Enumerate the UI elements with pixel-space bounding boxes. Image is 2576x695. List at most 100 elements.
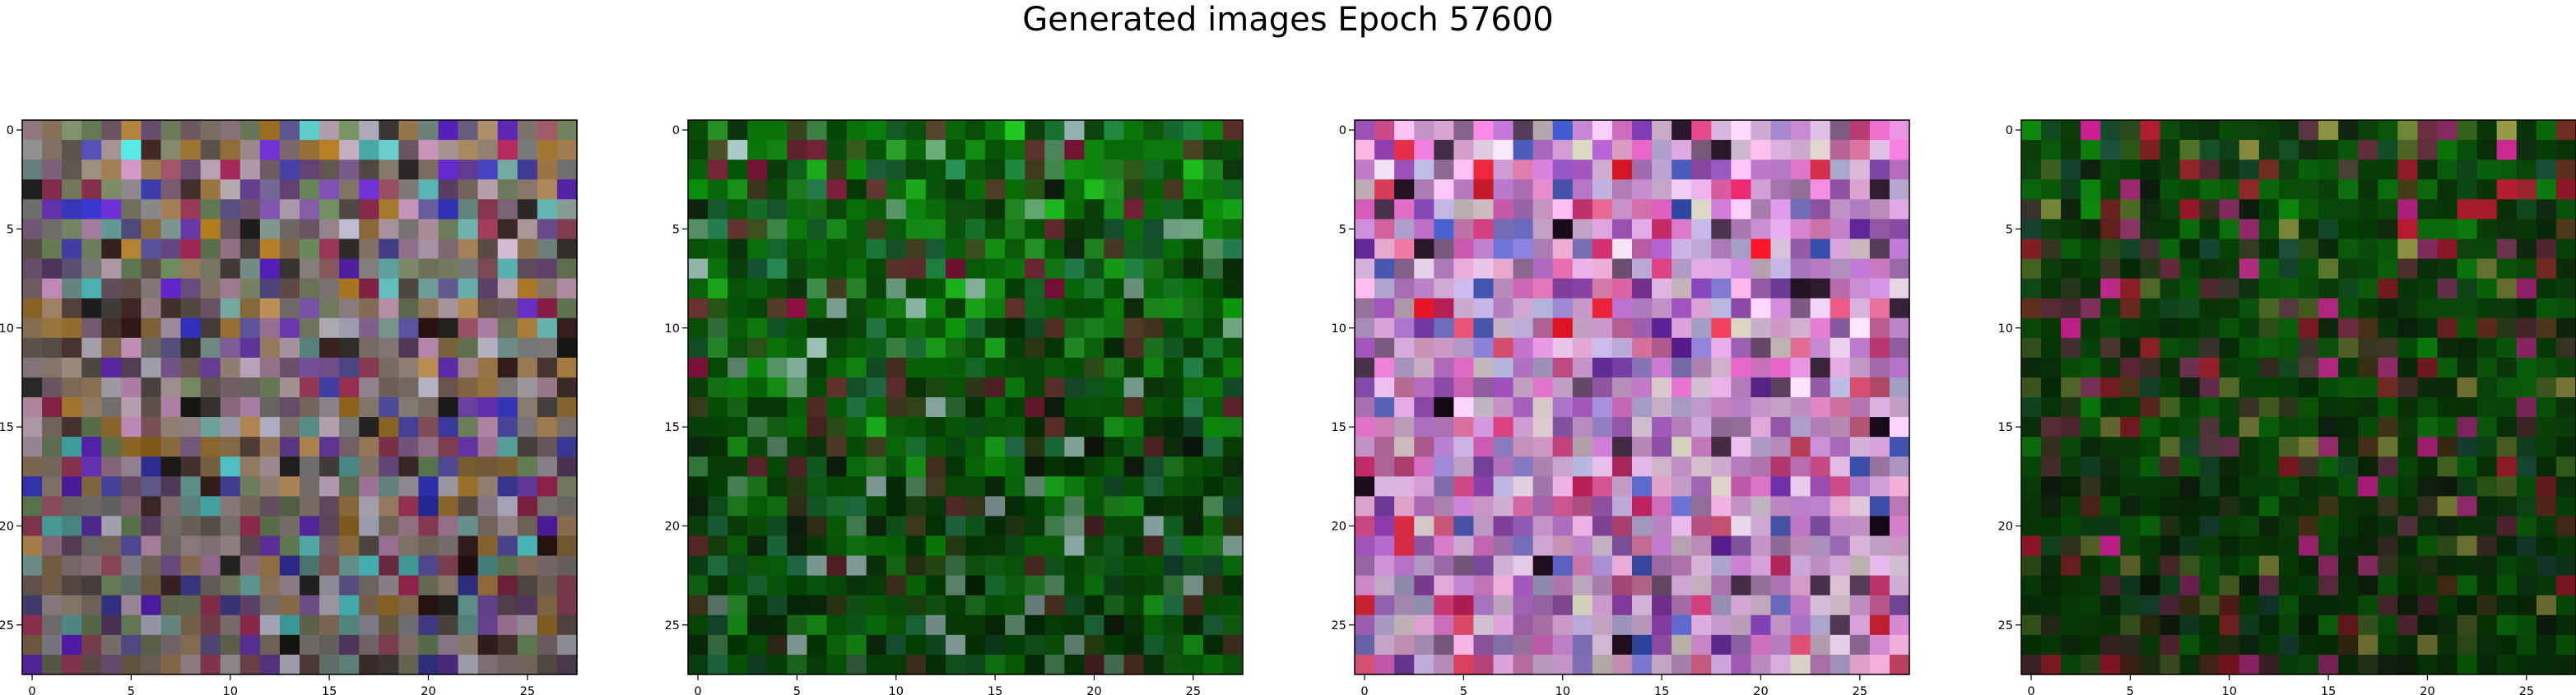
pixel-cell <box>2437 258 2458 280</box>
pixel-cell <box>1434 575 1454 596</box>
pixel-cell <box>319 417 340 438</box>
pixel-cell <box>2457 614 2478 636</box>
pixel-cell <box>866 357 887 378</box>
pixel-cell <box>2555 337 2576 359</box>
x-tick-label: 20 <box>2420 685 2434 695</box>
pixel-cell <box>259 298 281 319</box>
pixel-cell <box>1552 496 1574 517</box>
pixel-cell <box>965 654 986 675</box>
pixel-cell <box>1104 476 1125 497</box>
pixel-cell <box>1434 654 1454 675</box>
pixel-cell <box>1611 140 1633 160</box>
pixel-cell <box>1163 496 1184 517</box>
pixel-cell <box>905 140 927 160</box>
pixel-cell <box>339 278 360 299</box>
pixel-cell <box>1751 535 1772 557</box>
pixel-cell <box>2516 456 2537 477</box>
pixel-cell <box>1572 634 1593 656</box>
pixel-cell <box>2397 397 2419 418</box>
pixel-cell <box>965 357 986 378</box>
pixel-cell <box>319 199 340 220</box>
pixel-cell <box>1790 317 1811 339</box>
pixel-cell <box>1374 258 1395 280</box>
pixel-cell <box>925 535 946 557</box>
pixel-cell <box>1005 614 1025 636</box>
pixel-cell <box>945 417 966 438</box>
pixel-cell <box>160 239 182 260</box>
pixel-cell <box>787 278 808 299</box>
pixel-cell <box>2081 179 2101 200</box>
pixel-cell <box>1202 437 1224 457</box>
pixel-cell <box>1064 516 1086 537</box>
pixel-cell <box>1711 437 1732 457</box>
pixel-cell <box>141 417 162 438</box>
pixel-cell <box>1473 258 1495 280</box>
pixel-cell <box>1691 456 1712 477</box>
pixel-cell <box>1104 278 1125 299</box>
pixel-cell <box>121 417 142 438</box>
pixel-cell <box>1652 516 1672 537</box>
pixel-cell <box>2358 535 2378 557</box>
pixel-cell <box>787 496 808 517</box>
pixel-cell <box>905 219 927 240</box>
pixel-cell <box>62 179 82 200</box>
pixel-cell <box>807 298 828 319</box>
pixel-cell <box>1790 496 1811 517</box>
pixel-cell <box>2219 654 2240 675</box>
pixel-cell <box>359 120 379 141</box>
pixel-cell <box>728 397 748 418</box>
pixel-cell <box>1394 634 1415 656</box>
pixel-cell <box>728 476 748 497</box>
pixel-cell <box>1672 160 1692 180</box>
pixel-cell <box>2021 397 2042 418</box>
pixel-cell <box>458 317 479 339</box>
pixel-cell <box>965 575 986 596</box>
pixel-cell <box>2258 298 2280 319</box>
pixel-cell <box>2120 298 2141 319</box>
pixel-cell <box>728 516 748 537</box>
pixel-cell <box>708 417 728 438</box>
pixel-cell <box>339 516 360 537</box>
pixel-cell <box>886 357 907 378</box>
pixel-cell <box>2160 437 2181 457</box>
pixel-cell <box>1183 654 1204 675</box>
pixel-cell <box>1434 555 1454 577</box>
pixel-cell <box>1355 199 1375 220</box>
pixel-cell <box>2061 614 2081 636</box>
pixel-cell <box>1394 377 1415 398</box>
pixel-cell <box>22 654 43 675</box>
pixel-cell <box>62 595 82 616</box>
pixel-cell <box>1869 317 1890 339</box>
pixel-cell <box>141 496 162 517</box>
pixel-cell <box>81 595 102 616</box>
pixel-cell <box>1592 239 1613 260</box>
pixel-cell <box>1394 357 1415 378</box>
pixel-cell <box>2199 535 2220 557</box>
pixel-cell <box>1532 317 1554 339</box>
pixel-cell <box>2437 496 2458 517</box>
pixel-cell <box>925 476 946 497</box>
pixel-cell <box>925 516 946 537</box>
pixel-cell <box>2318 437 2339 457</box>
pixel-cell <box>1652 317 1672 339</box>
pixel-cell <box>1005 317 1025 339</box>
pixel-cell <box>1163 120 1184 141</box>
pixel-cell <box>1183 535 1204 557</box>
pixel-cell <box>101 555 122 577</box>
pixel-cell <box>866 397 887 418</box>
pixel-cell <box>1889 337 1910 359</box>
pixel-cell <box>398 140 420 160</box>
pixel-cell <box>2120 160 2141 180</box>
pixel-cell <box>1849 337 1871 359</box>
pixel-cell <box>1751 614 1772 636</box>
pixel-cell <box>1611 357 1633 378</box>
pixel-cell <box>2199 614 2220 636</box>
pixel-cell <box>2299 496 2319 517</box>
pixel-cell <box>1374 575 1395 596</box>
pixel-cell <box>1632 654 1653 675</box>
pixel-cell <box>728 140 748 160</box>
pixel-cell <box>359 298 379 319</box>
pixel-cell <box>220 278 241 299</box>
pixel-cell <box>1592 634 1613 656</box>
pixel-cell <box>1473 654 1495 675</box>
